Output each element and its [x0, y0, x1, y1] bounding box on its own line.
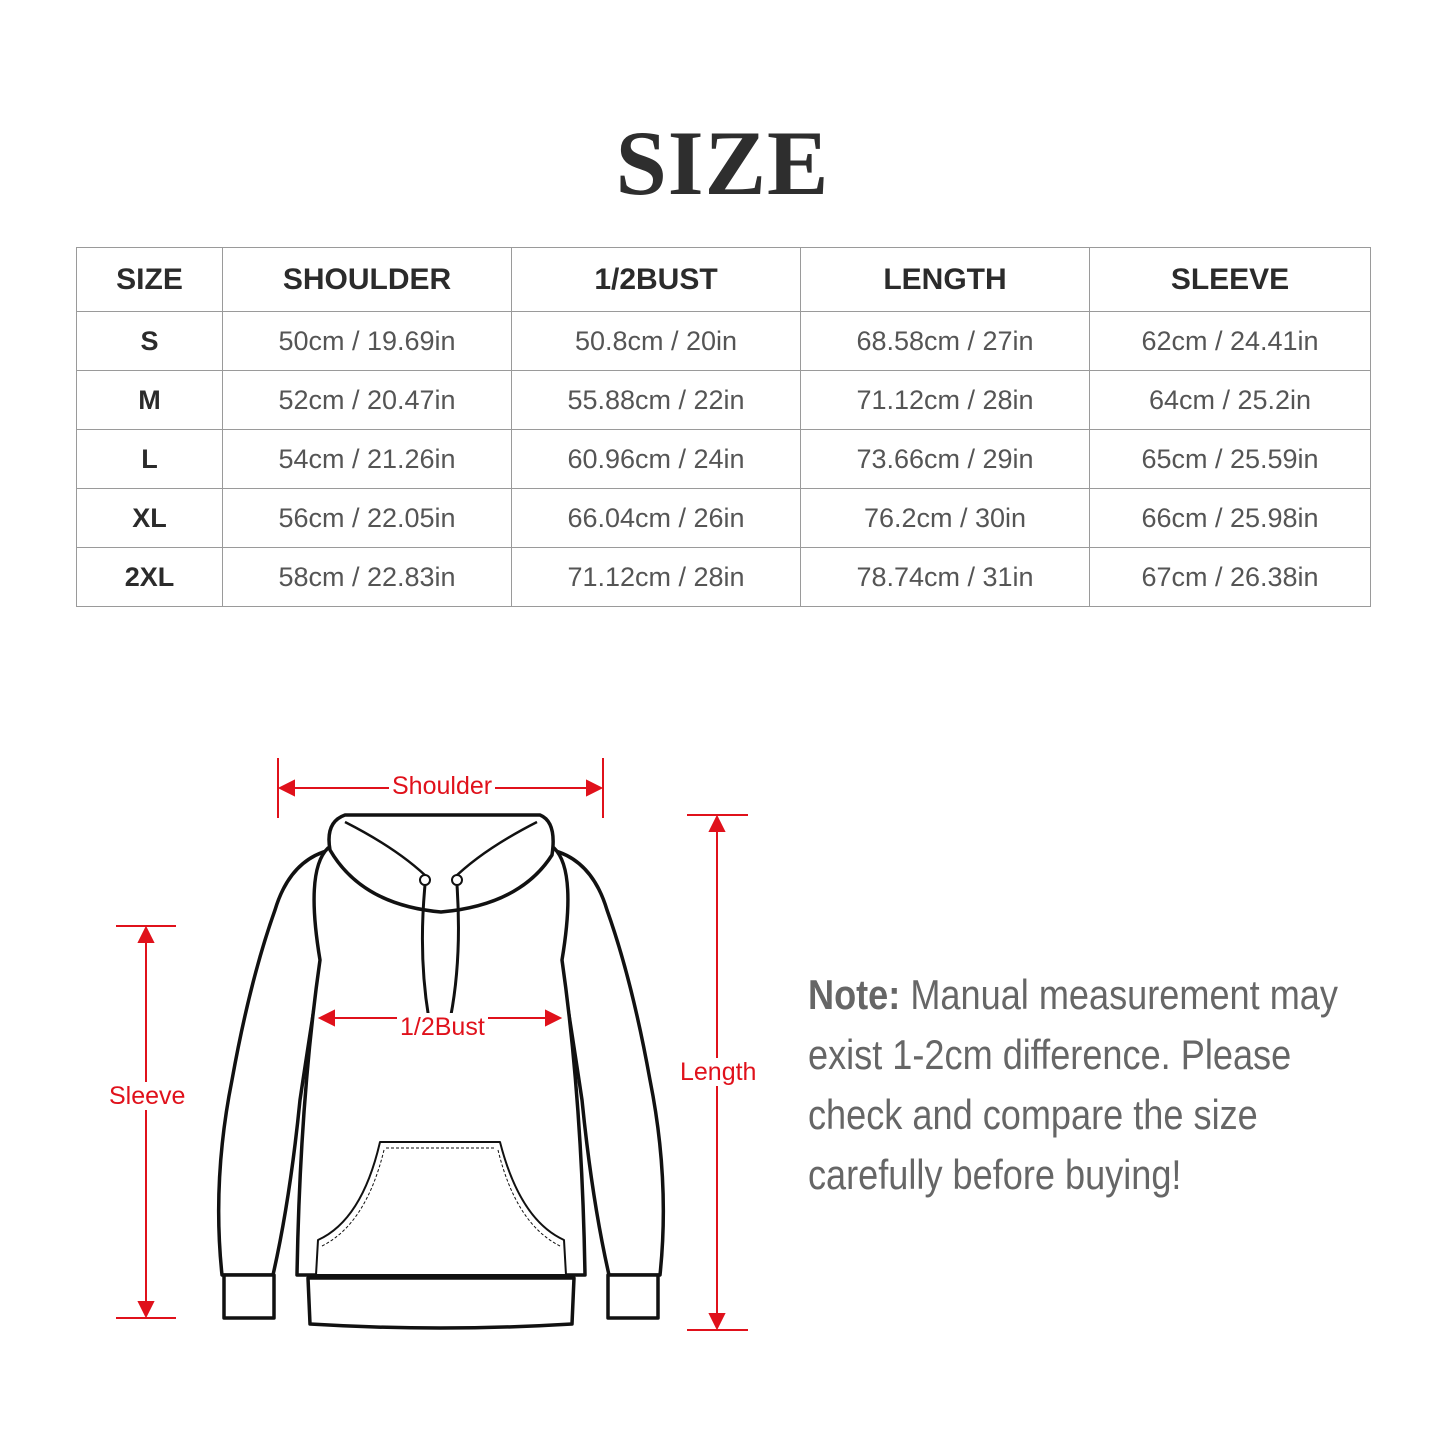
table-row: S 50cm / 19.69in 50.8cm / 20in 68.58cm /… [76, 311, 1371, 371]
table-header-row: SIZE SHOULDER 1/2BUST LENGTH SLEEVE [76, 247, 1371, 312]
page-title: SIZE [615, 112, 830, 214]
cell-sleeve: 64cm / 25.2in [1089, 370, 1371, 430]
cell-sleeve: 66cm / 25.98in [1089, 488, 1371, 548]
cell-size: L [76, 429, 223, 489]
cell-size: S [76, 311, 223, 371]
cell-sleeve: 65cm / 25.59in [1089, 429, 1371, 489]
bust-label: 1/2Bust [397, 1013, 488, 1041]
hoodie-illustration [216, 813, 666, 1330]
table-row: 2XL 58cm / 22.83in 71.12cm / 28in 78.74c… [76, 547, 1371, 607]
cell-shoulder: 54cm / 21.26in [222, 429, 512, 489]
cell-shoulder: 50cm / 19.69in [222, 311, 512, 371]
cell-bust: 50.8cm / 20in [511, 311, 801, 371]
cell-sleeve: 67cm / 26.38in [1089, 547, 1371, 607]
cell-size: XL [76, 488, 223, 548]
cell-size: 2XL [76, 547, 223, 607]
header-size: SIZE [76, 247, 223, 312]
header-bust: 1/2BUST [511, 247, 801, 312]
cell-shoulder: 52cm / 20.47in [222, 370, 512, 430]
arrow-up-icon [708, 814, 726, 832]
cell-size: M [76, 370, 223, 430]
header-length: LENGTH [800, 247, 1090, 312]
arrow-left-icon [277, 779, 295, 797]
cell-shoulder: 58cm / 22.83in [222, 547, 512, 607]
cell-sleeve: 62cm / 24.41in [1089, 311, 1371, 371]
cell-length: 71.12cm / 28in [800, 370, 1090, 430]
shoulder-label: Shoulder [389, 772, 496, 800]
cell-bust: 66.04cm / 26in [511, 488, 801, 548]
table-row: XL 56cm / 22.05in 66.04cm / 26in 76.2cm … [76, 488, 1371, 548]
header-sleeve: SLEEVE [1089, 247, 1371, 312]
cell-shoulder: 56cm / 22.05in [222, 488, 512, 548]
length-label: Length [677, 1058, 760, 1086]
note-prefix: Note: [808, 971, 901, 1018]
arrow-down-icon [137, 1301, 155, 1319]
cell-bust: 55.88cm / 22in [511, 370, 801, 430]
table-row: M 52cm / 20.47in 55.88cm / 22in 71.12cm … [76, 370, 1371, 430]
arrow-left-icon [317, 1009, 335, 1027]
cell-bust: 60.96cm / 24in [511, 429, 801, 489]
arrow-right-icon [545, 1009, 563, 1027]
cell-length: 78.74cm / 31in [800, 547, 1090, 607]
note-body: Manual measurement may exist 1-2cm diffe… [808, 971, 1338, 1198]
arrow-right-icon [586, 779, 604, 797]
arrow-up-icon [137, 925, 155, 943]
table-row: L 54cm / 21.26in 60.96cm / 24in 73.66cm … [76, 429, 1371, 489]
arrow-down-icon [708, 1313, 726, 1331]
sleeve-label: Sleeve [106, 1082, 189, 1110]
size-table: SIZE SHOULDER 1/2BUST LENGTH SLEEVE S 50… [76, 247, 1371, 607]
measurement-lines [116, 758, 748, 1331]
note-text: Note: Manual measurement may exist 1-2cm… [808, 965, 1358, 1205]
